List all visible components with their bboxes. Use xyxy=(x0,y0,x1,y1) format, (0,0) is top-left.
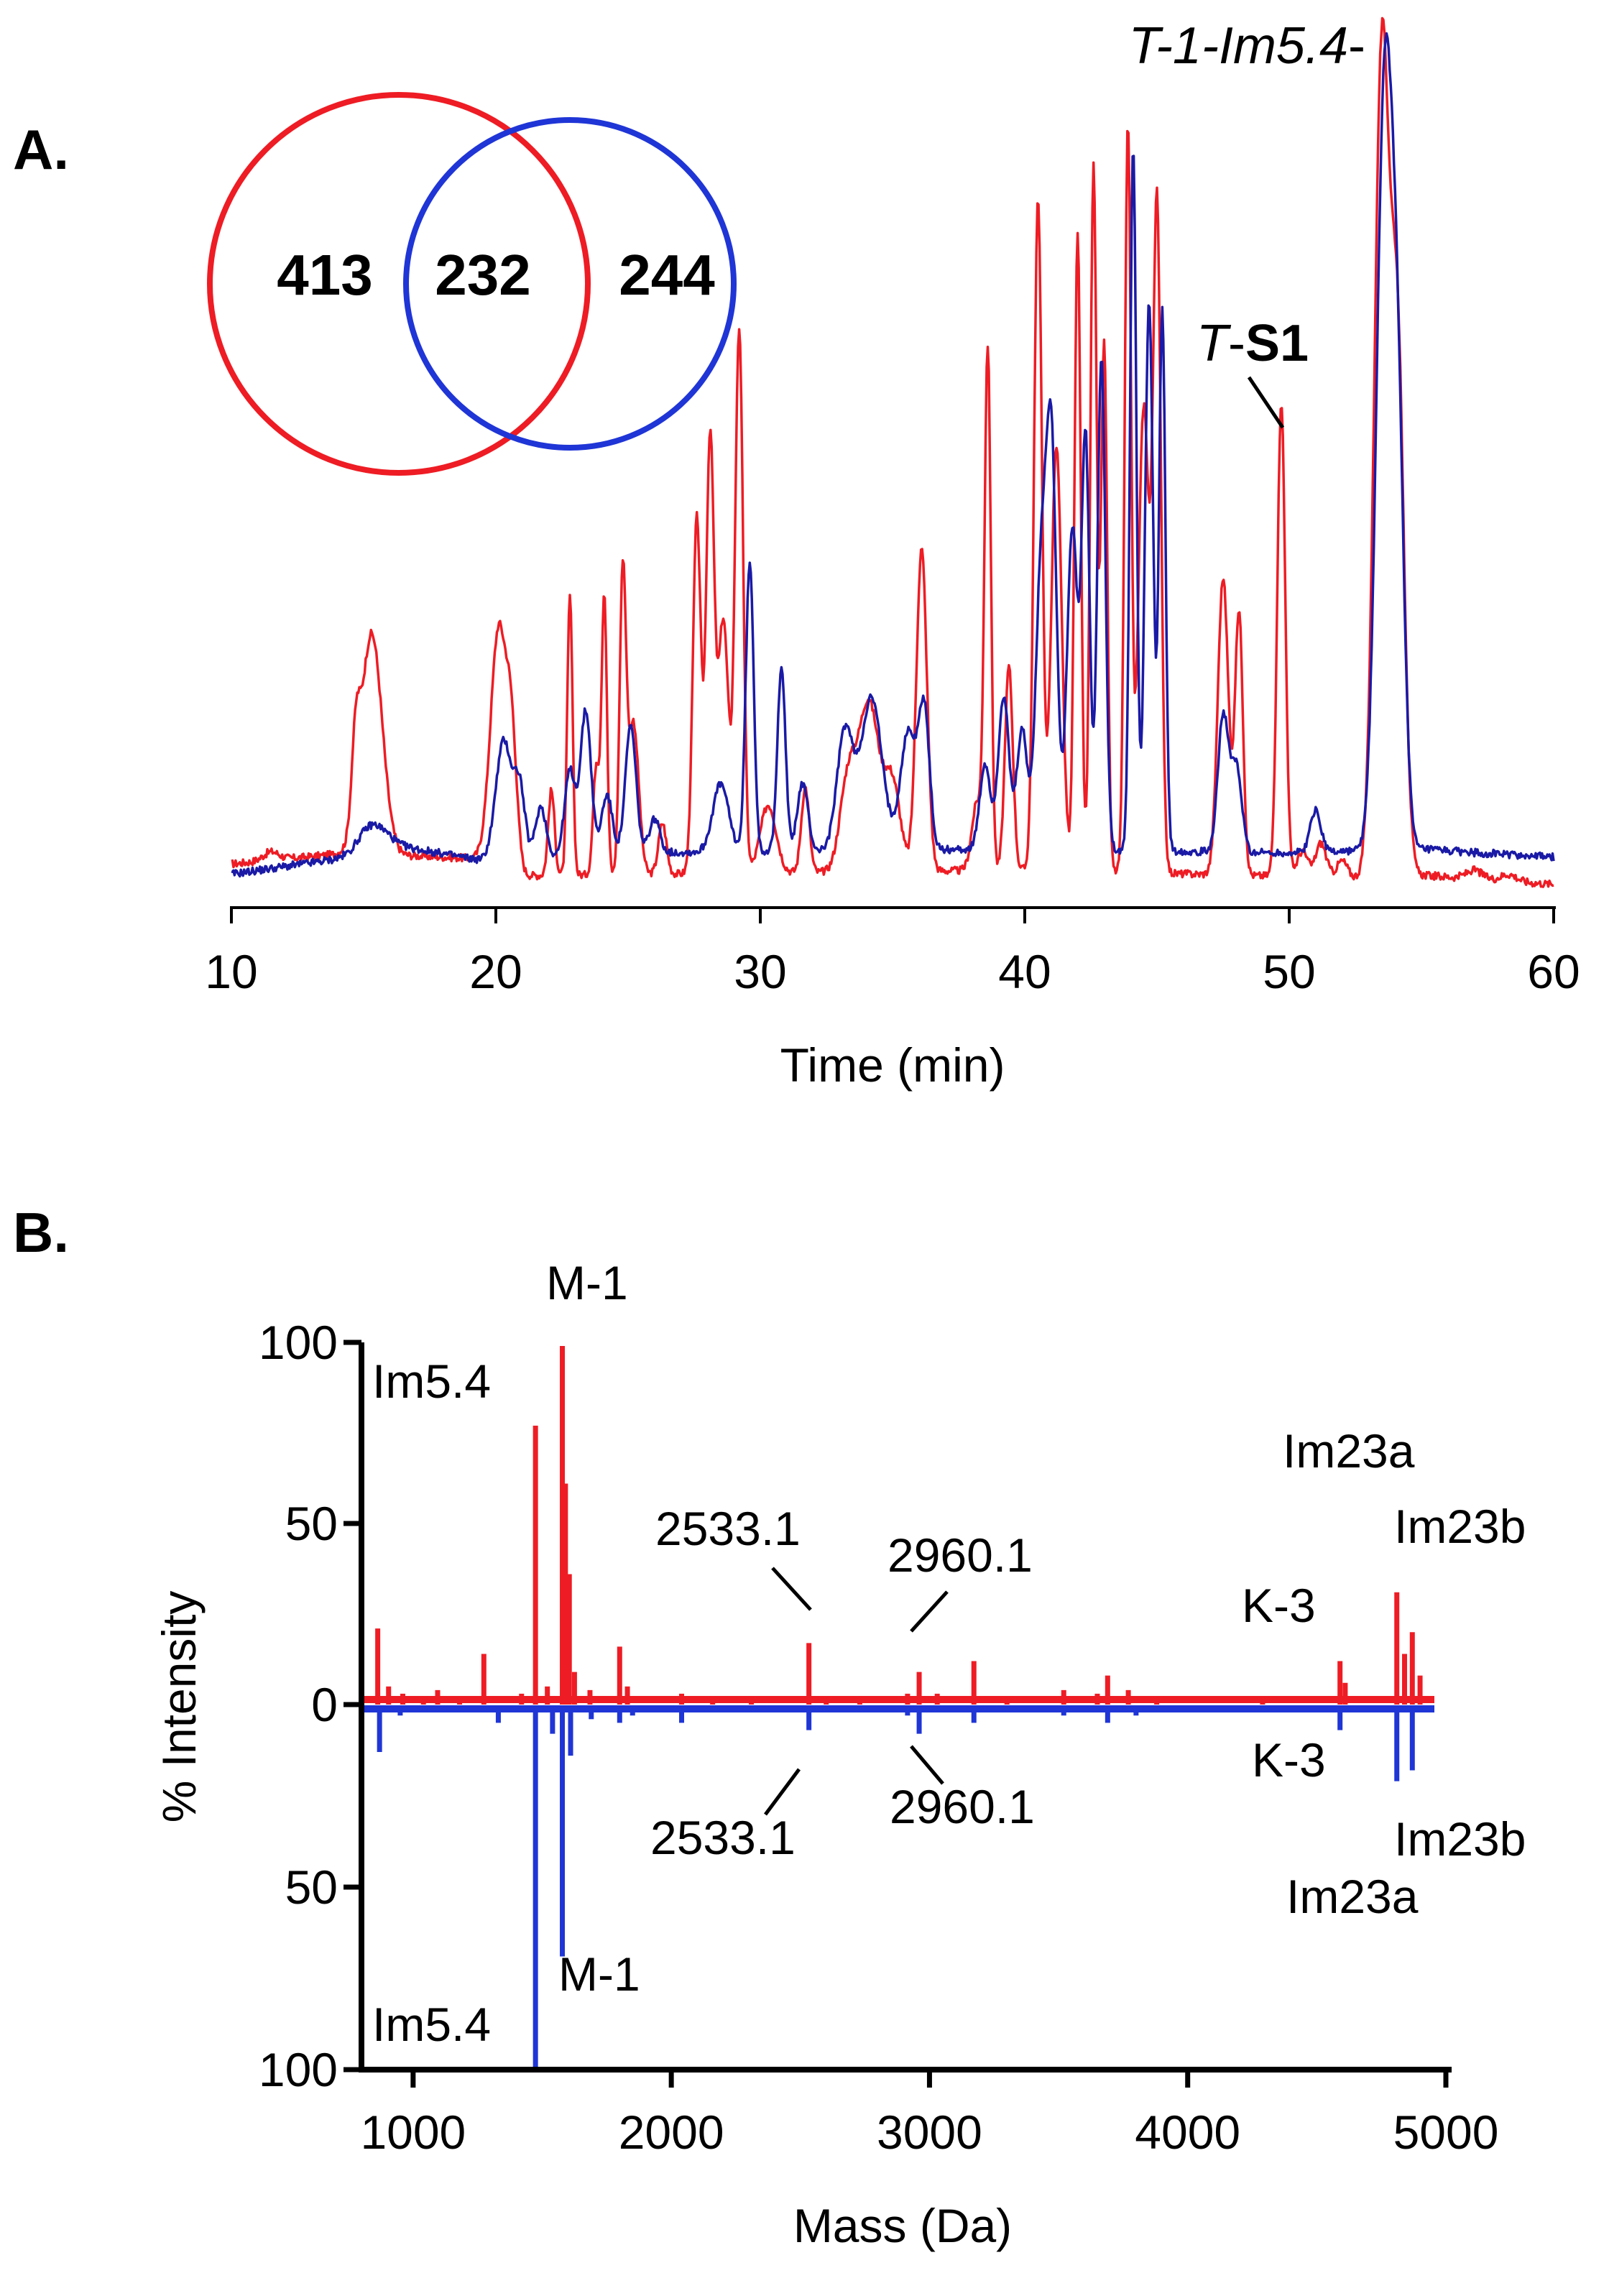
x-axis-ticks: 1000 2000 3000 4000 5000 xyxy=(360,2070,1498,2159)
panel-a: A. 413 232 244 10 20 30 40 50 60 Time (min) T… xyxy=(13,17,1580,1092)
x-tick-label: 4000 xyxy=(1135,2106,1240,2159)
x-tick-label: 2000 xyxy=(619,2106,724,2159)
peak-label-red-im54: Im5.4 xyxy=(372,1355,491,1408)
peak-label-red-im23b: Im23b xyxy=(1394,1500,1526,1553)
x-axis-title: Mass (Da) xyxy=(793,2199,1012,2252)
peak-label-red-2533: 2533.1 xyxy=(655,1502,801,1555)
x-axis-title: Time (min) xyxy=(780,1038,1005,1092)
annotation-t1-im54: T-1-Im5.4- xyxy=(1129,17,1365,75)
annotation-t-s1-italic: T xyxy=(1197,315,1232,372)
x-tick-label: 60 xyxy=(1527,945,1580,998)
x-tick-label: 50 xyxy=(1263,945,1315,998)
venn-right-count: 244 xyxy=(619,243,715,307)
panel-a-label: A. xyxy=(13,118,69,181)
peak-label-blue-im23b: Im23b xyxy=(1394,1812,1526,1866)
annotation-t1-im54-italic: T-1-Im5.4 xyxy=(1129,17,1348,75)
annotation-t-s1-text: T-S1 xyxy=(1197,315,1309,372)
y-tick-label: 0 xyxy=(311,1678,338,1731)
peak-label-blue-im54: Im5.4 xyxy=(372,1998,491,2051)
y-tick-label: 50 xyxy=(285,1497,338,1550)
venn-circle-red xyxy=(207,92,591,476)
annotation-t1-im54-text: T-1-Im5.4- xyxy=(1129,17,1365,75)
x-axis-ticks: 10 20 30 40 50 60 xyxy=(205,908,1580,998)
peak-pointer-blue-2533 xyxy=(763,1768,801,1816)
x-tick-label: 20 xyxy=(469,945,522,998)
x-tick-label: 30 xyxy=(734,945,786,998)
y-tick-label: 50 xyxy=(285,1861,338,1914)
panel-b-label: B. xyxy=(13,1201,69,1264)
peak-label-red-2960: 2960.1 xyxy=(888,1529,1033,1582)
peak-pointer-red-2960 xyxy=(910,1590,949,1633)
annotation-t-s1-bold: S1 xyxy=(1245,315,1309,372)
annotation-t1-im54-dash: - xyxy=(1348,17,1365,75)
series-line-red xyxy=(231,17,1554,888)
y-tick-label: 100 xyxy=(259,2043,338,2096)
venn-overlap-count: 232 xyxy=(435,243,530,307)
peak-pointer-blue-2960 xyxy=(910,1745,944,1785)
x-tick-label: 1000 xyxy=(360,2106,466,2159)
bars-red xyxy=(375,1346,1423,1705)
annotation-t-s1-pointer xyxy=(1247,376,1285,429)
annotation-t-s1-dash: - xyxy=(1228,315,1245,372)
series-line-blue xyxy=(231,32,1555,878)
x-tick-label: 40 xyxy=(998,945,1051,998)
chromatogram-chart: 10 20 30 40 50 60 Time (min) T-1-Im5.4- T-S1 xyxy=(205,17,1580,1092)
y-axis-ticks: 100 50 0 50 100 xyxy=(259,1316,361,2096)
x-tick-label: 3000 xyxy=(877,2106,982,2159)
x-tick-label: 10 xyxy=(205,945,257,998)
y-tick-label: 100 xyxy=(259,1316,338,1369)
peak-label-red-im23a: Im23a xyxy=(1283,1424,1415,1477)
x-tick-label: 5000 xyxy=(1393,2106,1499,2159)
peak-label-blue-m1: M-1 xyxy=(558,1947,640,2001)
venn-circle-blue xyxy=(403,117,737,451)
peak-label-red-k3: K-3 xyxy=(1242,1579,1316,1632)
peak-label-blue-2533: 2533.1 xyxy=(650,1811,796,1864)
peak-label-blue-2960: 2960.1 xyxy=(890,1780,1035,1833)
peak-label-red-m1: M-1 xyxy=(546,1256,628,1309)
peak-pointer-red-2533 xyxy=(771,1567,812,1611)
mass-spectrum-chart: 100 50 0 50 100 1000 2000 3000 4000 5000 % Inten… xyxy=(152,1256,1526,2252)
venn-diagram: 413 232 244 xyxy=(207,92,737,476)
annotation-t-s1: T-S1 xyxy=(1197,315,1309,429)
peak-label-blue-im23a: Im23a xyxy=(1286,1870,1419,1923)
y-axis-title: % Intensity xyxy=(152,1591,206,1823)
panel-b: B. 100 50 0 50 100 1000 2000 3000 4000 5000 % In… xyxy=(13,1201,1526,2252)
peak-label-blue-k3: K-3 xyxy=(1252,1733,1326,1786)
venn-left-count: 413 xyxy=(277,243,372,307)
